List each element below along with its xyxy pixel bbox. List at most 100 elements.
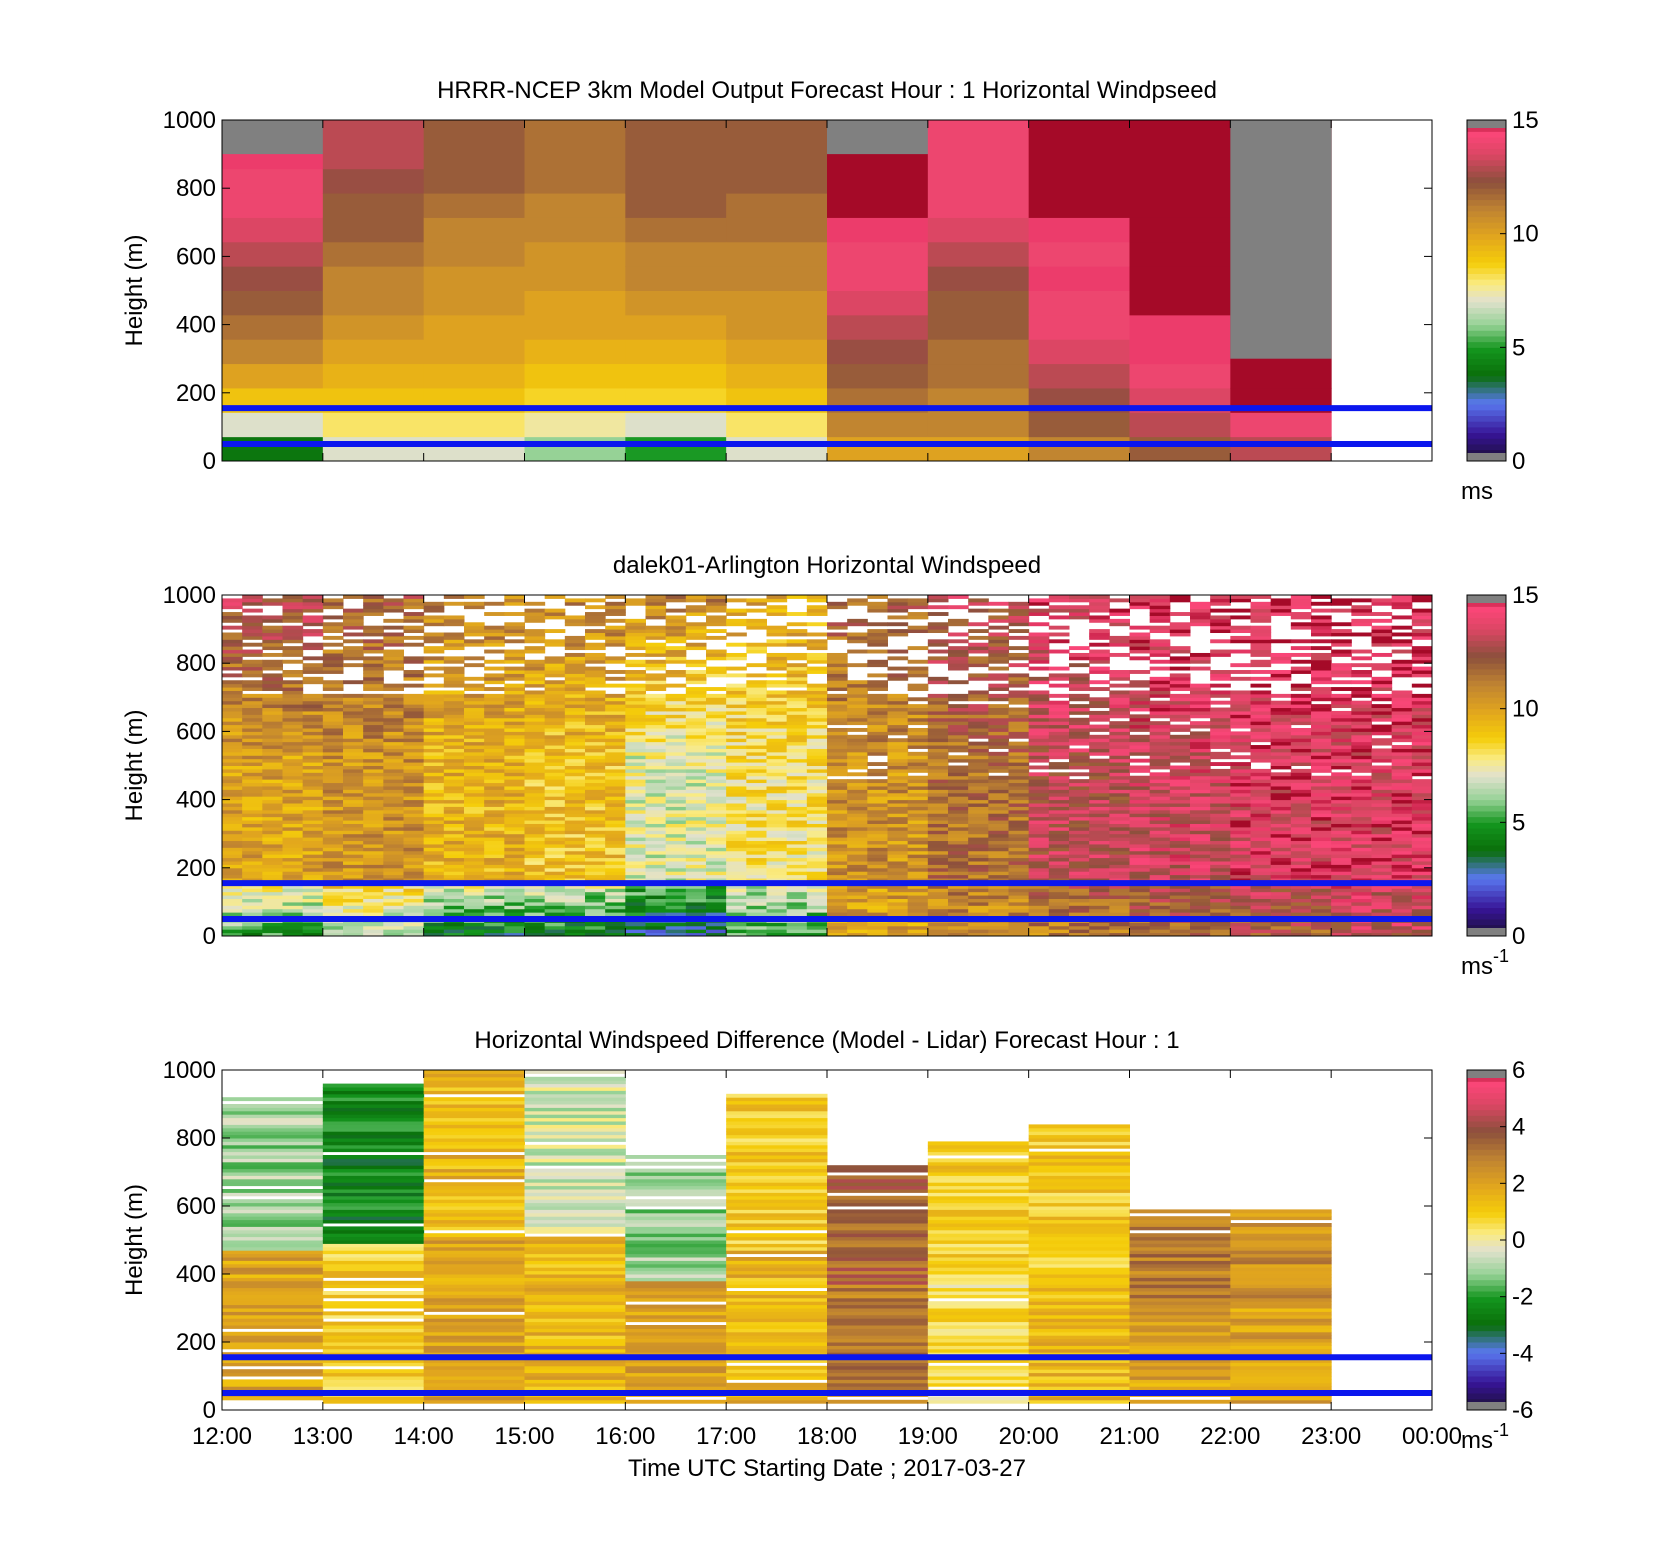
heatmap-cell [282, 598, 304, 603]
heatmap-cell [685, 598, 707, 603]
heatmap-cell [1210, 799, 1231, 804]
heatmap-cell [585, 707, 606, 712]
colorbar-over [1467, 120, 1506, 128]
heatmap-cell [847, 891, 868, 896]
heatmap-cell [443, 816, 465, 821]
heatmap-cell [867, 843, 888, 848]
heatmap-cell [1270, 714, 1292, 719]
heatmap-cell [262, 601, 283, 606]
heatmap-cell [1270, 608, 1292, 613]
heatmap-cell [1190, 704, 1211, 709]
heatmap-cell [544, 710, 566, 715]
heatmap-cell [564, 748, 586, 753]
colorbar-segment [1467, 370, 1506, 377]
heatmap-cell [363, 888, 384, 893]
heatmap-cell [806, 724, 828, 729]
heatmap-cell [1089, 659, 1110, 664]
heatmap-cell [847, 649, 868, 654]
heatmap-cell [222, 871, 243, 876]
heatmap-cell [968, 901, 989, 906]
heatmap-cell [564, 687, 586, 691]
heatmap-cell [564, 618, 586, 623]
heatmap-cell [1149, 932, 1171, 937]
heatmap-cell [504, 649, 525, 654]
heatmap-cell [1089, 871, 1110, 876]
heatmap-cell [1149, 755, 1171, 760]
heatmap-cell [806, 820, 828, 824]
heatmap-cell [1109, 806, 1130, 811]
heatmap-cell [1190, 816, 1211, 821]
heatmap-cell [827, 884, 848, 889]
heatmap-cell [1149, 871, 1171, 876]
heatmap-cell [1089, 649, 1110, 654]
heatmap-cell [927, 758, 949, 763]
heatmap-cell [1069, 925, 1090, 930]
heatmap-cell [806, 871, 828, 876]
heatmap-cell [645, 700, 667, 705]
heatmap-cell [786, 683, 808, 688]
heatmap-cell [827, 874, 848, 879]
heatmap-cell [1048, 806, 1070, 811]
heatmap-cell [1311, 898, 1332, 903]
heatmap-cell [524, 912, 546, 917]
heatmap-cell [1190, 796, 1211, 801]
heatmap-cell [504, 878, 525, 882]
heatmap-cell [262, 864, 283, 869]
heatmap-cell [1169, 895, 1191, 899]
heatmap-cell [322, 656, 344, 661]
heatmap-cell [262, 891, 283, 896]
heatmap-cell [524, 803, 546, 807]
heatmap-cell [343, 803, 364, 807]
heatmap-cell [363, 649, 384, 654]
heatmap-cell [262, 748, 283, 753]
heatmap-cell [403, 595, 425, 599]
heatmap-cell [1250, 785, 1272, 790]
heatmap-cell [383, 830, 404, 835]
heatmap-cell [625, 266, 727, 291]
heatmap-cell [625, 290, 727, 316]
heatmap-cell [302, 731, 324, 736]
heatmap-cell [1069, 652, 1090, 657]
heatmap-cell [988, 687, 1009, 691]
heatmap-cell [1069, 823, 1090, 828]
heatmap-cell [625, 339, 727, 365]
heatmap-cell [262, 908, 283, 913]
heatmap-cell [907, 782, 929, 787]
heatmap-cell [988, 693, 1009, 698]
heatmap-cell [1230, 840, 1251, 845]
heatmap-cell [1089, 734, 1110, 739]
heatmap-cell [1290, 741, 1312, 746]
heatmap-cell [907, 864, 929, 869]
heatmap-cell [1089, 666, 1110, 671]
heatmap-cell [1190, 932, 1211, 937]
heatmap-cell [1149, 785, 1171, 790]
heatmap-cell [564, 700, 586, 705]
heatmap-cell [645, 833, 667, 838]
heatmap-cell [524, 731, 546, 736]
heatmap-cell [1311, 843, 1332, 848]
heatmap-cell [343, 755, 364, 760]
heatmap-cell [1129, 738, 1151, 743]
heatmap-cell [222, 762, 243, 766]
heatmap-cell [645, 847, 667, 852]
heatmap-cell [343, 867, 364, 872]
heatmap-cell [1129, 632, 1151, 637]
heatmap-cell [988, 710, 1009, 715]
heatmap-cell [665, 748, 687, 753]
heatmap-cell [1109, 710, 1130, 715]
heatmap-cell [363, 871, 384, 876]
heatmap-cell [806, 727, 828, 732]
heatmap-cell [484, 912, 505, 917]
heatmap-cell [1210, 707, 1231, 712]
heatmap-cell [302, 871, 324, 876]
heatmap-cell [464, 775, 485, 780]
heatmap-cell [504, 779, 525, 784]
heatmap-cell [443, 864, 465, 869]
heatmap-cell [726, 772, 747, 777]
heatmap-cell [585, 925, 606, 930]
heatmap-cell [282, 748, 304, 753]
heatmap-cell [1109, 925, 1130, 930]
heatmap-cell [887, 704, 909, 709]
heatmap-cell [1210, 874, 1231, 879]
heatmap-cell [282, 888, 304, 893]
